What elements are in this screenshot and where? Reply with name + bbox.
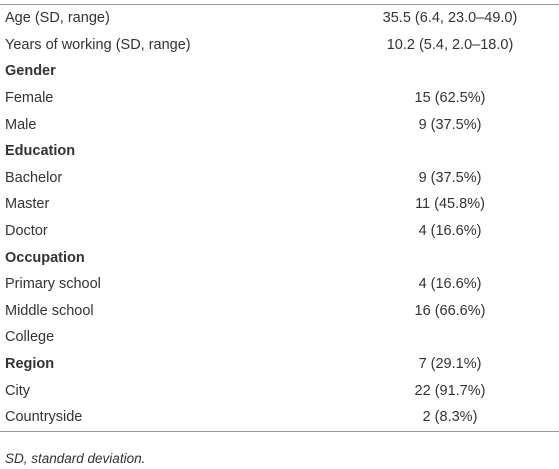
table-row: Occupation [0, 244, 559, 271]
row-value: 15 (62.5%) [414, 90, 486, 107]
row-label: Bachelor [5, 169, 63, 186]
section-heading: Education [5, 143, 76, 160]
table-row: Doctor 4 (16.6%) [0, 218, 559, 245]
row-label: Doctor [5, 223, 48, 240]
row-value: 10.2 (5.4, 2.0–18.0) [386, 36, 514, 53]
row-value: 16 (66.6%) [414, 302, 486, 319]
table-row: Bachelor 9 (37.5%) [0, 165, 559, 192]
table-row: City 22 (91.7%) [0, 377, 559, 404]
table-row: Female 15 (62.5%) [0, 85, 559, 112]
row-value: 35.5 (6.4, 23.0–49.0) [382, 10, 518, 27]
row-label: Female [5, 90, 54, 107]
row-label: Master [5, 196, 50, 213]
row-label: Male [5, 116, 37, 133]
table: Age (SD, range) 35.5 (6.4, 23.0–49.0) Year… [0, 4, 559, 432]
table-row: Middle school 16 (66.6%) [0, 298, 559, 325]
row-value: 4 (16.6%) [418, 223, 482, 240]
table-row: Master 11 (45.8%) [0, 191, 559, 218]
table-row: Gender [0, 58, 559, 85]
row-value: 2 (8.3%) [422, 409, 478, 426]
table-row: Male 9 (37.5%) [0, 111, 559, 138]
row-label: College [5, 329, 55, 346]
section-heading: Gender [5, 63, 56, 80]
section-heading: Region [5, 356, 55, 373]
row-label: City [5, 382, 30, 399]
table-row: Age (SD, range) 35.5 (6.4, 23.0–49.0) [0, 5, 559, 32]
row-value: 9 (37.5%) [418, 169, 482, 186]
row-label: Middle school [5, 302, 94, 319]
table-row: Education [0, 138, 559, 165]
table-row: College [0, 324, 559, 351]
footnote: SD, standard deviation. [5, 451, 146, 466]
row-value: 4 (16.6%) [418, 276, 482, 293]
table-row: Primary school 4 (16.6%) [0, 271, 559, 298]
table-row: Region 7 (29.1%) [0, 351, 559, 378]
table-row: Countryside 2 (8.3%) [0, 404, 559, 431]
row-label: Age (SD, range) [5, 10, 110, 27]
row-value: 7 (29.1%) [418, 356, 482, 373]
row-label: Years of working (SD, range) [5, 36, 191, 53]
section-heading: Occupation [5, 249, 85, 266]
row-value: 22 (91.7%) [414, 382, 486, 399]
row-value: 11 (45.8%) [415, 196, 485, 213]
row-value: 9 (37.5%) [418, 116, 482, 133]
table-row: Years of working (SD, range) 10.2 (5.4, 2… [0, 32, 559, 59]
row-label: Primary school [5, 276, 101, 293]
row-label: Countryside [5, 409, 83, 426]
